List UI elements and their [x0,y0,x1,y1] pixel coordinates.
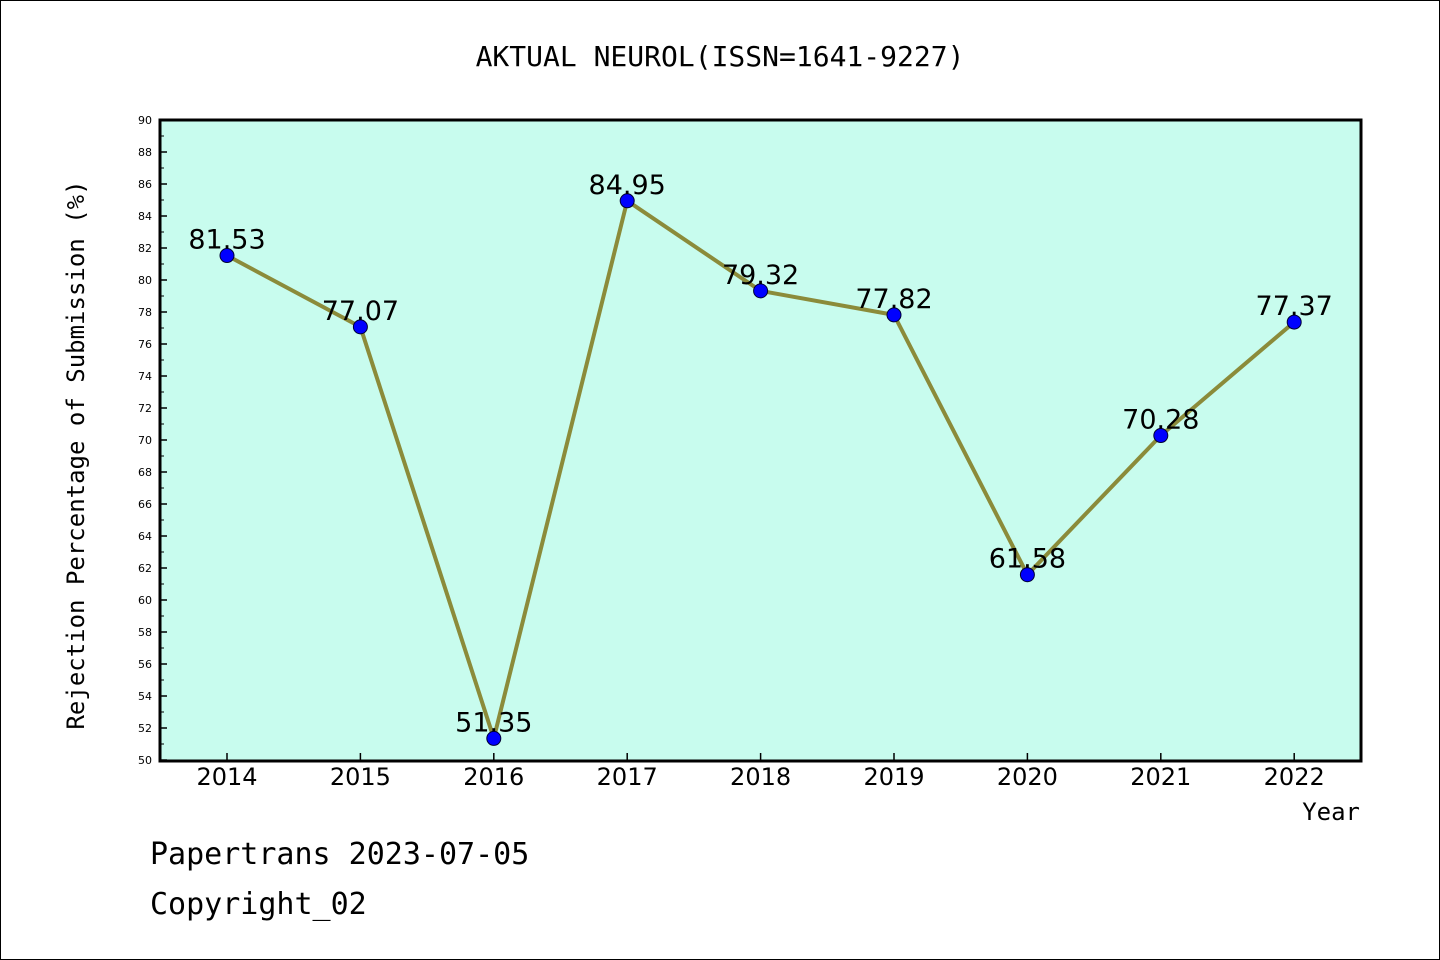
data-point [486,730,502,746]
y-tick-label: 86 [138,178,152,191]
y-tick-label: 68 [138,466,152,479]
y-tick-label: 82 [138,242,152,255]
y-tick-label: 74 [138,370,152,383]
y-tick-label: 90 [138,114,152,127]
data-point [619,193,635,209]
y-tick-label: 60 [138,594,152,607]
data-label: 77.07 [322,296,399,327]
series-layer [219,193,1302,746]
y-tick-label: 72 [138,402,152,415]
data-label: 77.82 [855,284,932,315]
y-tick-label: 64 [138,530,152,543]
x-axis: 2014 2015 2016 2017 2018 2019 2020 2021 2022 [196,753,1325,791]
data-point [1019,567,1035,583]
y-tick-label: 70 [138,434,152,447]
data-point [886,307,902,323]
footer-date: Papertrans 2023-07-05 [150,837,529,872]
y-tick-label: 66 [138,498,152,511]
footer-copyright: Copyright_02 [150,887,367,922]
x-tick-label: 2022 [1264,763,1325,791]
data-point [753,283,769,299]
y-tick-label: 50 [138,754,152,767]
data-label: 61.58 [989,544,1066,575]
x-tick-label: 2020 [997,763,1058,791]
data-label: 70.28 [1122,405,1199,436]
y-axis-label: Rejection Percentage of Submission (%) [62,180,90,729]
y-tick-label: 88 [138,146,152,159]
y-tick-label: 62 [138,562,152,575]
y-tick-label: 56 [138,658,152,671]
x-tick-label: 2016 [463,763,524,791]
data-point [219,248,235,264]
data-label: 79.32 [722,260,799,291]
chart-title: AKTUAL NEUROL(ISSN=1641-9227) [476,40,965,73]
data-label: 81.53 [188,225,265,256]
y-tick-label: 58 [138,626,152,639]
data-label: 51.35 [455,707,532,738]
y-tick-label: 84 [138,210,152,223]
data-label: 84.95 [589,170,666,201]
x-tick-label: 2019 [863,763,924,791]
y-axis: 50 52 54 56 58 60 62 64 66 68 70 72 74 76 78 80 82 84 86 88… [138,114,167,767]
y-tick-label: 54 [138,690,152,703]
x-tick-label: 2021 [1130,763,1191,791]
data-label-layer: 81.53 77.07 51.35 84.95 79.32 77.82 61.58 70.28… [188,170,1332,739]
x-tick-label: 2015 [330,763,391,791]
y-tick-label: 78 [138,306,152,319]
data-label: 77.37 [1256,291,1333,322]
plot-area [158,118,1363,763]
y-tick-label: 76 [138,338,152,351]
y-tick-label: 80 [138,274,152,287]
y-tick-label: 52 [138,722,152,735]
x-tick-label: 2017 [597,763,658,791]
x-tick-label: 2018 [730,763,791,791]
data-point [1286,314,1302,330]
x-tick-label: 2014 [196,763,257,791]
data-point [1153,428,1169,444]
data-point [352,319,368,335]
x-axis-label: Year [1302,798,1360,826]
